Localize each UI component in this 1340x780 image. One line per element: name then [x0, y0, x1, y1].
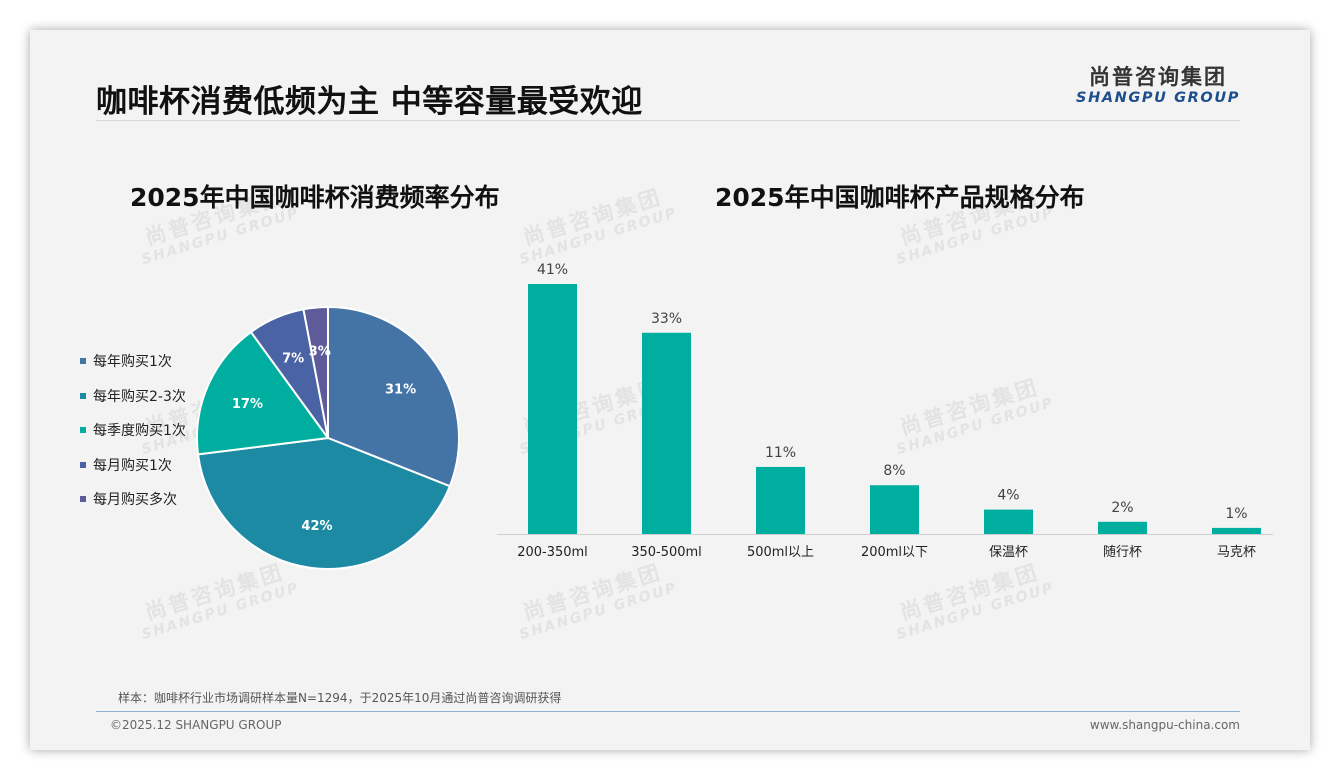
legend-item: 每季度购买1次 — [80, 413, 186, 448]
bar — [870, 485, 919, 534]
x-tick-label: 随行杯 — [1103, 545, 1142, 560]
title-divider — [96, 120, 1240, 121]
bar-data-label: 41% — [537, 262, 568, 278]
legend-item: 每月购买多次 — [80, 482, 186, 517]
legend-swatch — [80, 427, 86, 434]
legend-swatch — [80, 461, 86, 468]
x-tick-label: 保温杯 — [989, 545, 1028, 560]
bar — [1212, 527, 1261, 534]
copyright-text: ©2025.12 SHANGPU GROUP — [110, 718, 282, 732]
pie-slice — [196, 330, 330, 456]
bar-chart-title: 2025年中国咖啡杯产品规格分布 — [715, 183, 1085, 212]
bar-data-label: 8% — [883, 463, 905, 479]
legend-swatch — [80, 496, 86, 503]
bar-data-label: 4% — [997, 488, 1019, 504]
bar-chart: 41% 200-350ml 33% 350-500ml 11% 500ml以上 8% 200m… — [497, 262, 1273, 560]
logo-text-en: SHANGPU GROUP — [1076, 90, 1240, 106]
company-logo: 尚普咨询集团 SHANGPU GROUP — [1070, 65, 1246, 107]
logo-text-cn: 尚普咨询集团 — [1089, 65, 1227, 89]
x-tick-label: 500ml以上 — [747, 545, 814, 560]
bar — [756, 466, 805, 534]
pie-data-label: 17% — [232, 397, 263, 412]
bar — [642, 332, 691, 534]
slide: 咖啡杯消费低频为主 中等容量最受欢迎 尚普咨询集团 SHANGPU GROUP … — [30, 30, 1310, 750]
website-link[interactable]: www.shangpu-china.com — [1089, 718, 1240, 732]
pie-chart-title: 2025年中国咖啡杯消费频率分布 — [130, 183, 500, 212]
x-tick-label: 350-500ml — [631, 545, 702, 560]
bar-data-label: 33% — [651, 311, 682, 327]
bar-data-label: 2% — [1111, 500, 1133, 516]
legend-label: 每年购买1次 — [93, 354, 172, 371]
legend-item: 每年购买1次 — [80, 344, 186, 379]
x-tick-label: 马克杯 — [1217, 545, 1256, 560]
bar — [1098, 521, 1147, 534]
legend-swatch — [80, 358, 86, 365]
bar-data-label: 1% — [1225, 506, 1247, 522]
x-tick-label: 200-350ml — [517, 545, 588, 560]
pie-data-label: 7% — [282, 351, 304, 366]
x-tick-label: 200ml以下 — [861, 545, 928, 560]
pie-chart: 31% 42% 17% 7% 3% — [196, 305, 460, 570]
legend-label: 每月购买1次 — [93, 457, 172, 474]
legend-swatch — [80, 392, 86, 399]
pie-data-label: 42% — [301, 519, 332, 534]
legend-label: 每月购买多次 — [93, 492, 177, 509]
pie-slice — [302, 305, 329, 439]
pie-data-label: 3% — [309, 345, 331, 360]
bar-data-label: 11% — [765, 445, 796, 461]
sample-note: 样本：咖啡杯行业市场调研样本量N=1294，于2025年10月通过尚普咨询调研获… — [118, 691, 562, 705]
footer-divider — [96, 711, 1240, 712]
legend-item: 每月购买1次 — [80, 448, 186, 483]
legend-label: 每季度购买1次 — [93, 423, 186, 440]
pie-legend: 每年购买1次 每年购买2-3次 每季度购买1次 每月购买1次 每月购买多次 — [80, 344, 186, 517]
bar — [984, 509, 1033, 534]
page-title: 咖啡杯消费低频为主 中等容量最受欢迎 — [96, 84, 643, 120]
bar — [528, 284, 577, 534]
pie-data-label: 31% — [385, 383, 416, 398]
legend-item: 每年购买2-3次 — [80, 379, 186, 414]
legend-label: 每年购买2-3次 — [93, 388, 186, 405]
pie-slice — [196, 436, 452, 570]
pie-slice — [327, 305, 460, 488]
